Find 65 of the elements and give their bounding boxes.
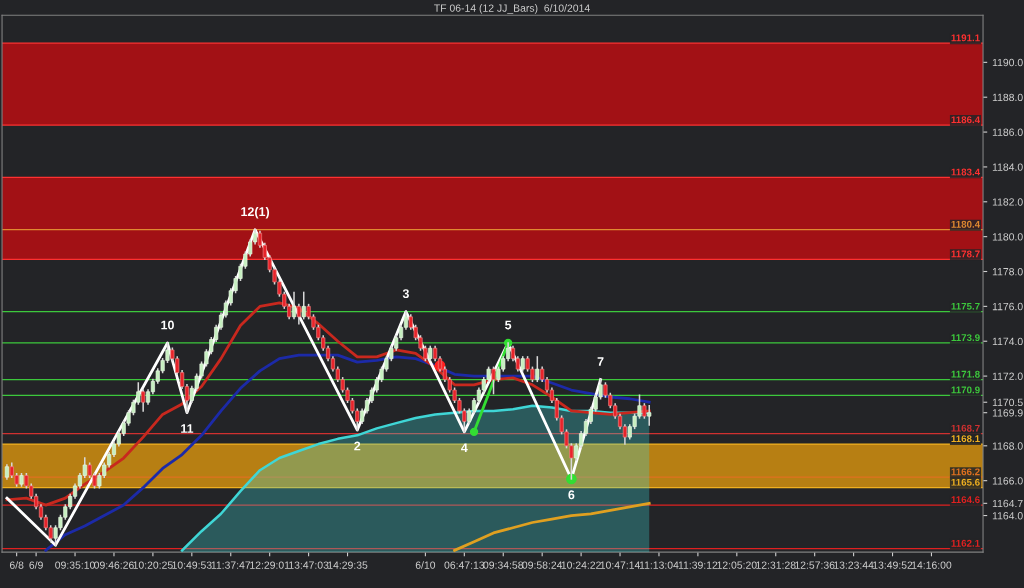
x-tick-label: 11:13:04: [639, 561, 679, 569]
y-tick-label: 1188.0: [992, 93, 1023, 102]
y-tick-label: 1184.0: [992, 163, 1023, 171]
ref-line-label: 1170.9: [951, 386, 980, 394]
x-tick-label: 6/10: [415, 561, 436, 569]
y-tick-label: 1170.5: [992, 398, 1023, 407]
y-tick-label: 1168.0: [992, 442, 1023, 450]
ref-line-label: 1162.1: [951, 539, 980, 547]
ref-line-label: 1186.4: [951, 116, 981, 124]
y-tick-label: 1172.0: [992, 372, 1023, 380]
y-tick-label: 1164.0: [992, 512, 1023, 520]
y-tick-label: 1178.0: [992, 268, 1023, 276]
x-tick-label: 06:47:13: [444, 561, 485, 569]
x-tick-label: 09:35:10: [55, 561, 95, 569]
x-tick-label: 14:16:00: [911, 561, 952, 569]
x-tick-label: 11:39:12: [678, 561, 718, 569]
annotation: 7: [597, 357, 604, 366]
x-tick-label: 10:47:14: [600, 561, 640, 569]
x-tick-label: 6/8: [9, 561, 24, 569]
x-tick-label: 09:46:26: [94, 561, 134, 569]
x-tick-label: 09:34:58: [483, 561, 524, 569]
y-tick-label: 1169.9: [992, 409, 1023, 417]
x-tick-label: 12:31:28: [756, 561, 796, 569]
y-tick-label: 1174.0: [992, 337, 1023, 346]
x-tick-label: 12:57:36: [795, 561, 835, 569]
ref-line-label: 1183.4: [951, 168, 981, 176]
x-tick-label: 11:37:47: [211, 561, 251, 569]
x-tick-label: 10:20:25: [133, 561, 173, 569]
annotation: 6: [568, 490, 575, 500]
x-tick-label: 13:47:03: [289, 561, 329, 569]
y-tick-label: 1166.0: [992, 477, 1023, 485]
ref-line-label: 1178.7: [951, 250, 980, 258]
x-tick-label: 10:24:22: [561, 561, 601, 569]
x-tick-label: 14:29:35: [328, 561, 368, 569]
ref-line-label: 1173.9: [951, 334, 980, 342]
x-tick-label: 6/9: [29, 561, 43, 569]
ref-line-label: 1175.7: [951, 302, 980, 310]
y-tick-label: 1190.0: [992, 58, 1023, 67]
x-tick-label: 12:05:20: [717, 561, 757, 569]
ref-line-label: 1191.1: [951, 34, 980, 42]
ref-line-label: 1168.1: [951, 435, 980, 443]
y-tick-label: 1164.7: [992, 499, 1023, 508]
x-tick-label: 12:29:01: [250, 561, 290, 569]
annotation: 5: [505, 320, 512, 330]
ref-line-label: 1166.2: [951, 468, 980, 476]
annotation: 11: [181, 424, 194, 433]
x-tick-label: 09:58:24: [522, 561, 563, 569]
y-tick-label: 1180.0: [992, 233, 1023, 241]
ref-line-label: 1164.6: [951, 496, 980, 504]
y-tick-label: 1186.0: [992, 128, 1023, 136]
ref-line-label: 1165.6: [951, 478, 980, 486]
annotation: 12(1): [241, 206, 270, 219]
chart-title: TF 06-14 (12 JJ_Bars) 6/10/2014: [434, 4, 590, 14]
ref-line-label: 1168.7: [951, 424, 980, 432]
annotation: 4: [461, 443, 468, 453]
ref-line-label: 1180.4: [951, 220, 981, 228]
y-tick-label: 1176.0: [992, 302, 1023, 311]
annotation: 3: [402, 289, 409, 299]
x-tick-label: 10:49:53: [172, 561, 212, 569]
ref-line-label: 1171.8: [951, 370, 980, 378]
annotation: 10: [161, 320, 174, 330]
x-tick-label: 13:49:52: [873, 561, 913, 569]
y-tick-label: 1182.0: [992, 198, 1023, 206]
x-tick-label: 13:23:44: [834, 561, 874, 569]
annotation: 2: [354, 441, 361, 451]
